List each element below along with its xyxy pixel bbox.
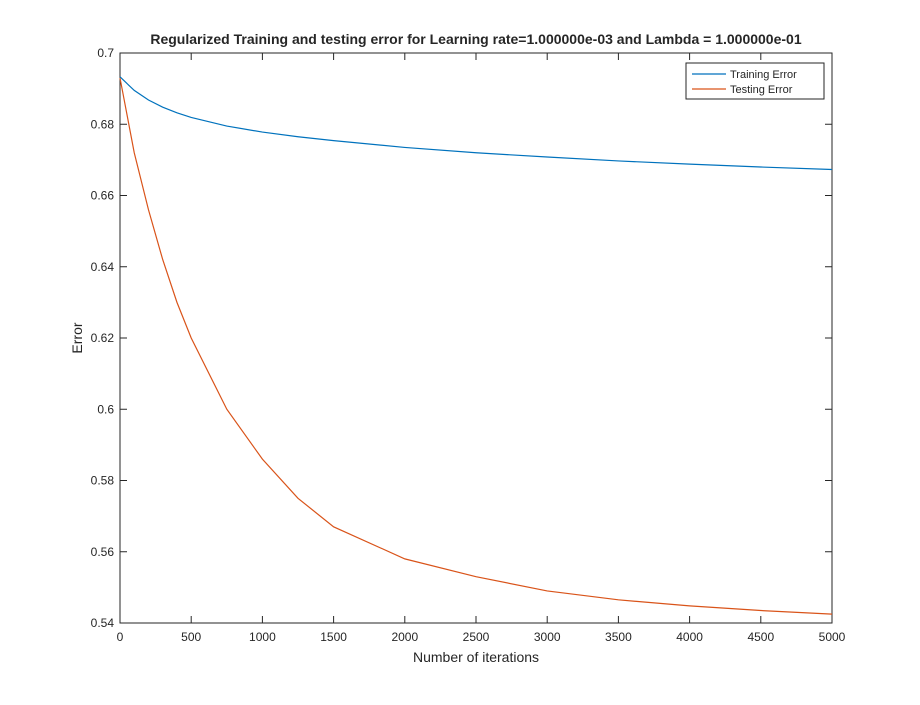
y-axis-label: Error [69, 322, 85, 353]
series-line-0 [119, 76, 833, 171]
legend-label: Training Error [730, 69, 797, 81]
y-tick-label: 0.66 [91, 189, 115, 203]
x-tick-label: 2500 [463, 630, 490, 644]
y-tick-label: 0.58 [91, 474, 115, 488]
y-tick-label: 0.6 [97, 402, 114, 416]
legend-box [685, 62, 825, 100]
y-tick-label: 0.54 [91, 616, 115, 630]
x-tick-label: 2000 [391, 630, 418, 644]
y-tick-label: 0.64 [91, 260, 115, 274]
x-tick-label: 3500 [605, 630, 632, 644]
x-tick-label: 0 [117, 630, 124, 644]
x-axis-label: Number of iterations [413, 649, 539, 665]
x-tick-label: 1500 [320, 630, 347, 644]
x-tick-label: 1000 [249, 630, 276, 644]
plot-area [119, 52, 833, 624]
y-tick-label: 0.62 [91, 331, 115, 345]
chart-title: Regularized Training and testing error f… [150, 31, 801, 47]
x-tick-label: 5000 [819, 630, 846, 644]
x-tick-label: 500 [181, 630, 201, 644]
x-tick-label: 4500 [747, 630, 774, 644]
x-tick-label: 3000 [534, 630, 561, 644]
y-tick-label: 0.68 [91, 117, 115, 131]
x-tick-label: 4000 [676, 630, 703, 644]
y-tick-label: 0.56 [91, 545, 115, 559]
legend-label: Testing Error [730, 84, 793, 96]
series-line-1 [119, 77, 833, 615]
y-tick-label: 0.7 [97, 46, 114, 60]
